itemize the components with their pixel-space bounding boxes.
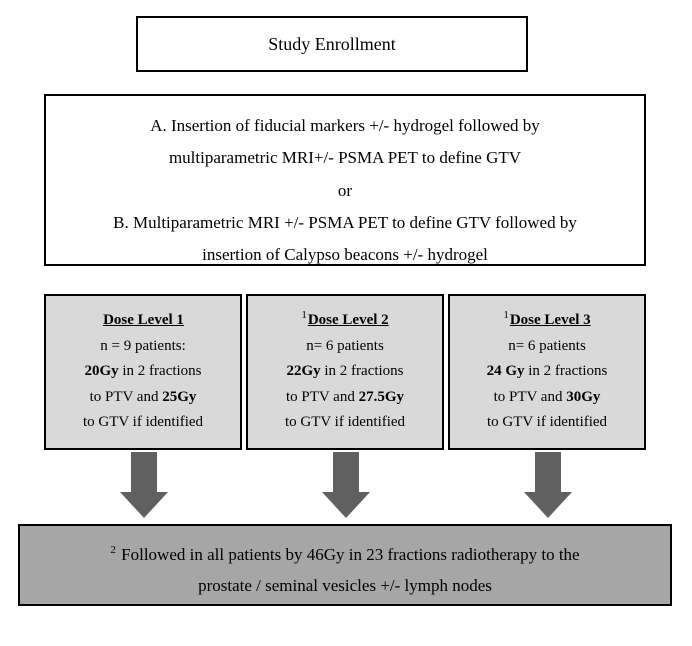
study-enrollment-box: Study Enrollment	[136, 16, 528, 72]
dose-level-3-heading: 1Dose Level 3	[456, 306, 638, 334]
ptv-dose: 20Gy	[84, 363, 118, 379]
option-a-line1: A. Insertion of fiducial markers +/- hyd…	[76, 110, 614, 142]
n-post: patients	[333, 338, 383, 354]
to-ptv-text: to PTV and	[494, 389, 567, 405]
dose-level-3-gtv-dose-line: to PTV and 30Gy	[456, 385, 638, 411]
dose-level-1-title: Dose Level 1	[103, 308, 184, 334]
ptv-dose: 22Gy	[286, 363, 320, 379]
gtv-dose: 25Gy	[162, 389, 196, 405]
dose-level-2-ptv-line: 22Gy in 2 fractions	[254, 359, 436, 385]
dose-level-2-box: 1Dose Level 2 n= 6 patients 22Gy in 2 fr…	[246, 294, 444, 450]
dose-level-1-box: Dose Level 1 n = 9 patients: 20Gy in 2 f…	[44, 294, 242, 450]
dose-level-row: Dose Level 1 n = 9 patients: 20Gy in 2 f…	[44, 294, 646, 450]
dose-level-3-gtv-text: to GTV if identified	[456, 410, 638, 436]
dose-level-1-ptv-line: 20Gy in 2 fractions	[52, 359, 234, 385]
option-a-line2: multiparametric MRI+/- PSMA PET to defin…	[76, 142, 614, 174]
fractions-text: in 2 fractions	[321, 363, 404, 379]
n-post: patients	[535, 338, 585, 354]
dose-level-2-sup: 1	[301, 309, 307, 321]
dose-level-2-title: Dose Level 2	[308, 308, 389, 334]
ptv-dose: 24 Gy	[487, 363, 525, 379]
study-enrollment-title: Study Enrollment	[268, 34, 396, 54]
gtv-dose: 30Gy	[566, 389, 600, 405]
option-b-line2: insertion of Calypso beacons +/- hydroge…	[76, 239, 614, 271]
gtv-dose: 27.5Gy	[359, 389, 404, 405]
dose-level-2-gtv-dose-line: to PTV and 27.5Gy	[254, 385, 436, 411]
option-or: or	[76, 175, 614, 207]
followup-line2: prostate / seminal vesicles +/- lymph no…	[50, 571, 640, 602]
gtv-definition-box: A. Insertion of fiducial markers +/- hyd…	[44, 94, 646, 266]
fractions-text: in 2 fractions	[525, 363, 608, 379]
dose-level-2-gtv-text: to GTV if identified	[254, 410, 436, 436]
option-b-line1: B. Multiparametric MRI +/- PSMA PET to d…	[76, 207, 614, 239]
followup-sup: 2	[110, 544, 116, 556]
dose-level-1-gtv-dose-line: to PTV and 25Gy	[52, 385, 234, 411]
followup-box: 2 Followed in all patients by 46Gy in 23…	[18, 524, 672, 606]
dose-level-1-n-line: n = 9 patients:	[52, 334, 234, 360]
dose-level-3-sup: 1	[503, 309, 509, 321]
n-pre: n=	[306, 338, 326, 354]
dose-level-3-ptv-line: 24 Gy in 2 fractions	[456, 359, 638, 385]
n-pre: n =	[100, 338, 123, 354]
dose-level-3-n-line: n= 6 patients	[456, 334, 638, 360]
fractions-text: in 2 fractions	[119, 363, 202, 379]
dose-level-2-n-line: n= 6 patients	[254, 334, 436, 360]
dose-level-3-title: Dose Level 3	[510, 308, 591, 334]
followup-text1: Followed in all patients by 46Gy in 23 f…	[117, 545, 580, 564]
n-post: patients:	[131, 338, 186, 354]
to-ptv-text: to PTV and	[90, 389, 163, 405]
n-pre: n=	[508, 338, 528, 354]
arrow-down-icon	[528, 452, 568, 518]
arrow-down-icon	[326, 452, 366, 518]
dose-level-2-heading: 1Dose Level 2	[254, 306, 436, 334]
dose-level-1-gtv-text: to GTV if identified	[52, 410, 234, 436]
to-ptv-text: to PTV and	[286, 389, 359, 405]
followup-line1: 2 Followed in all patients by 46Gy in 23…	[50, 540, 640, 571]
dose-level-3-box: 1Dose Level 3 n= 6 patients 24 Gy in 2 f…	[448, 294, 646, 450]
dose-level-1-heading: Dose Level 1	[52, 306, 234, 334]
arrow-down-icon	[124, 452, 164, 518]
